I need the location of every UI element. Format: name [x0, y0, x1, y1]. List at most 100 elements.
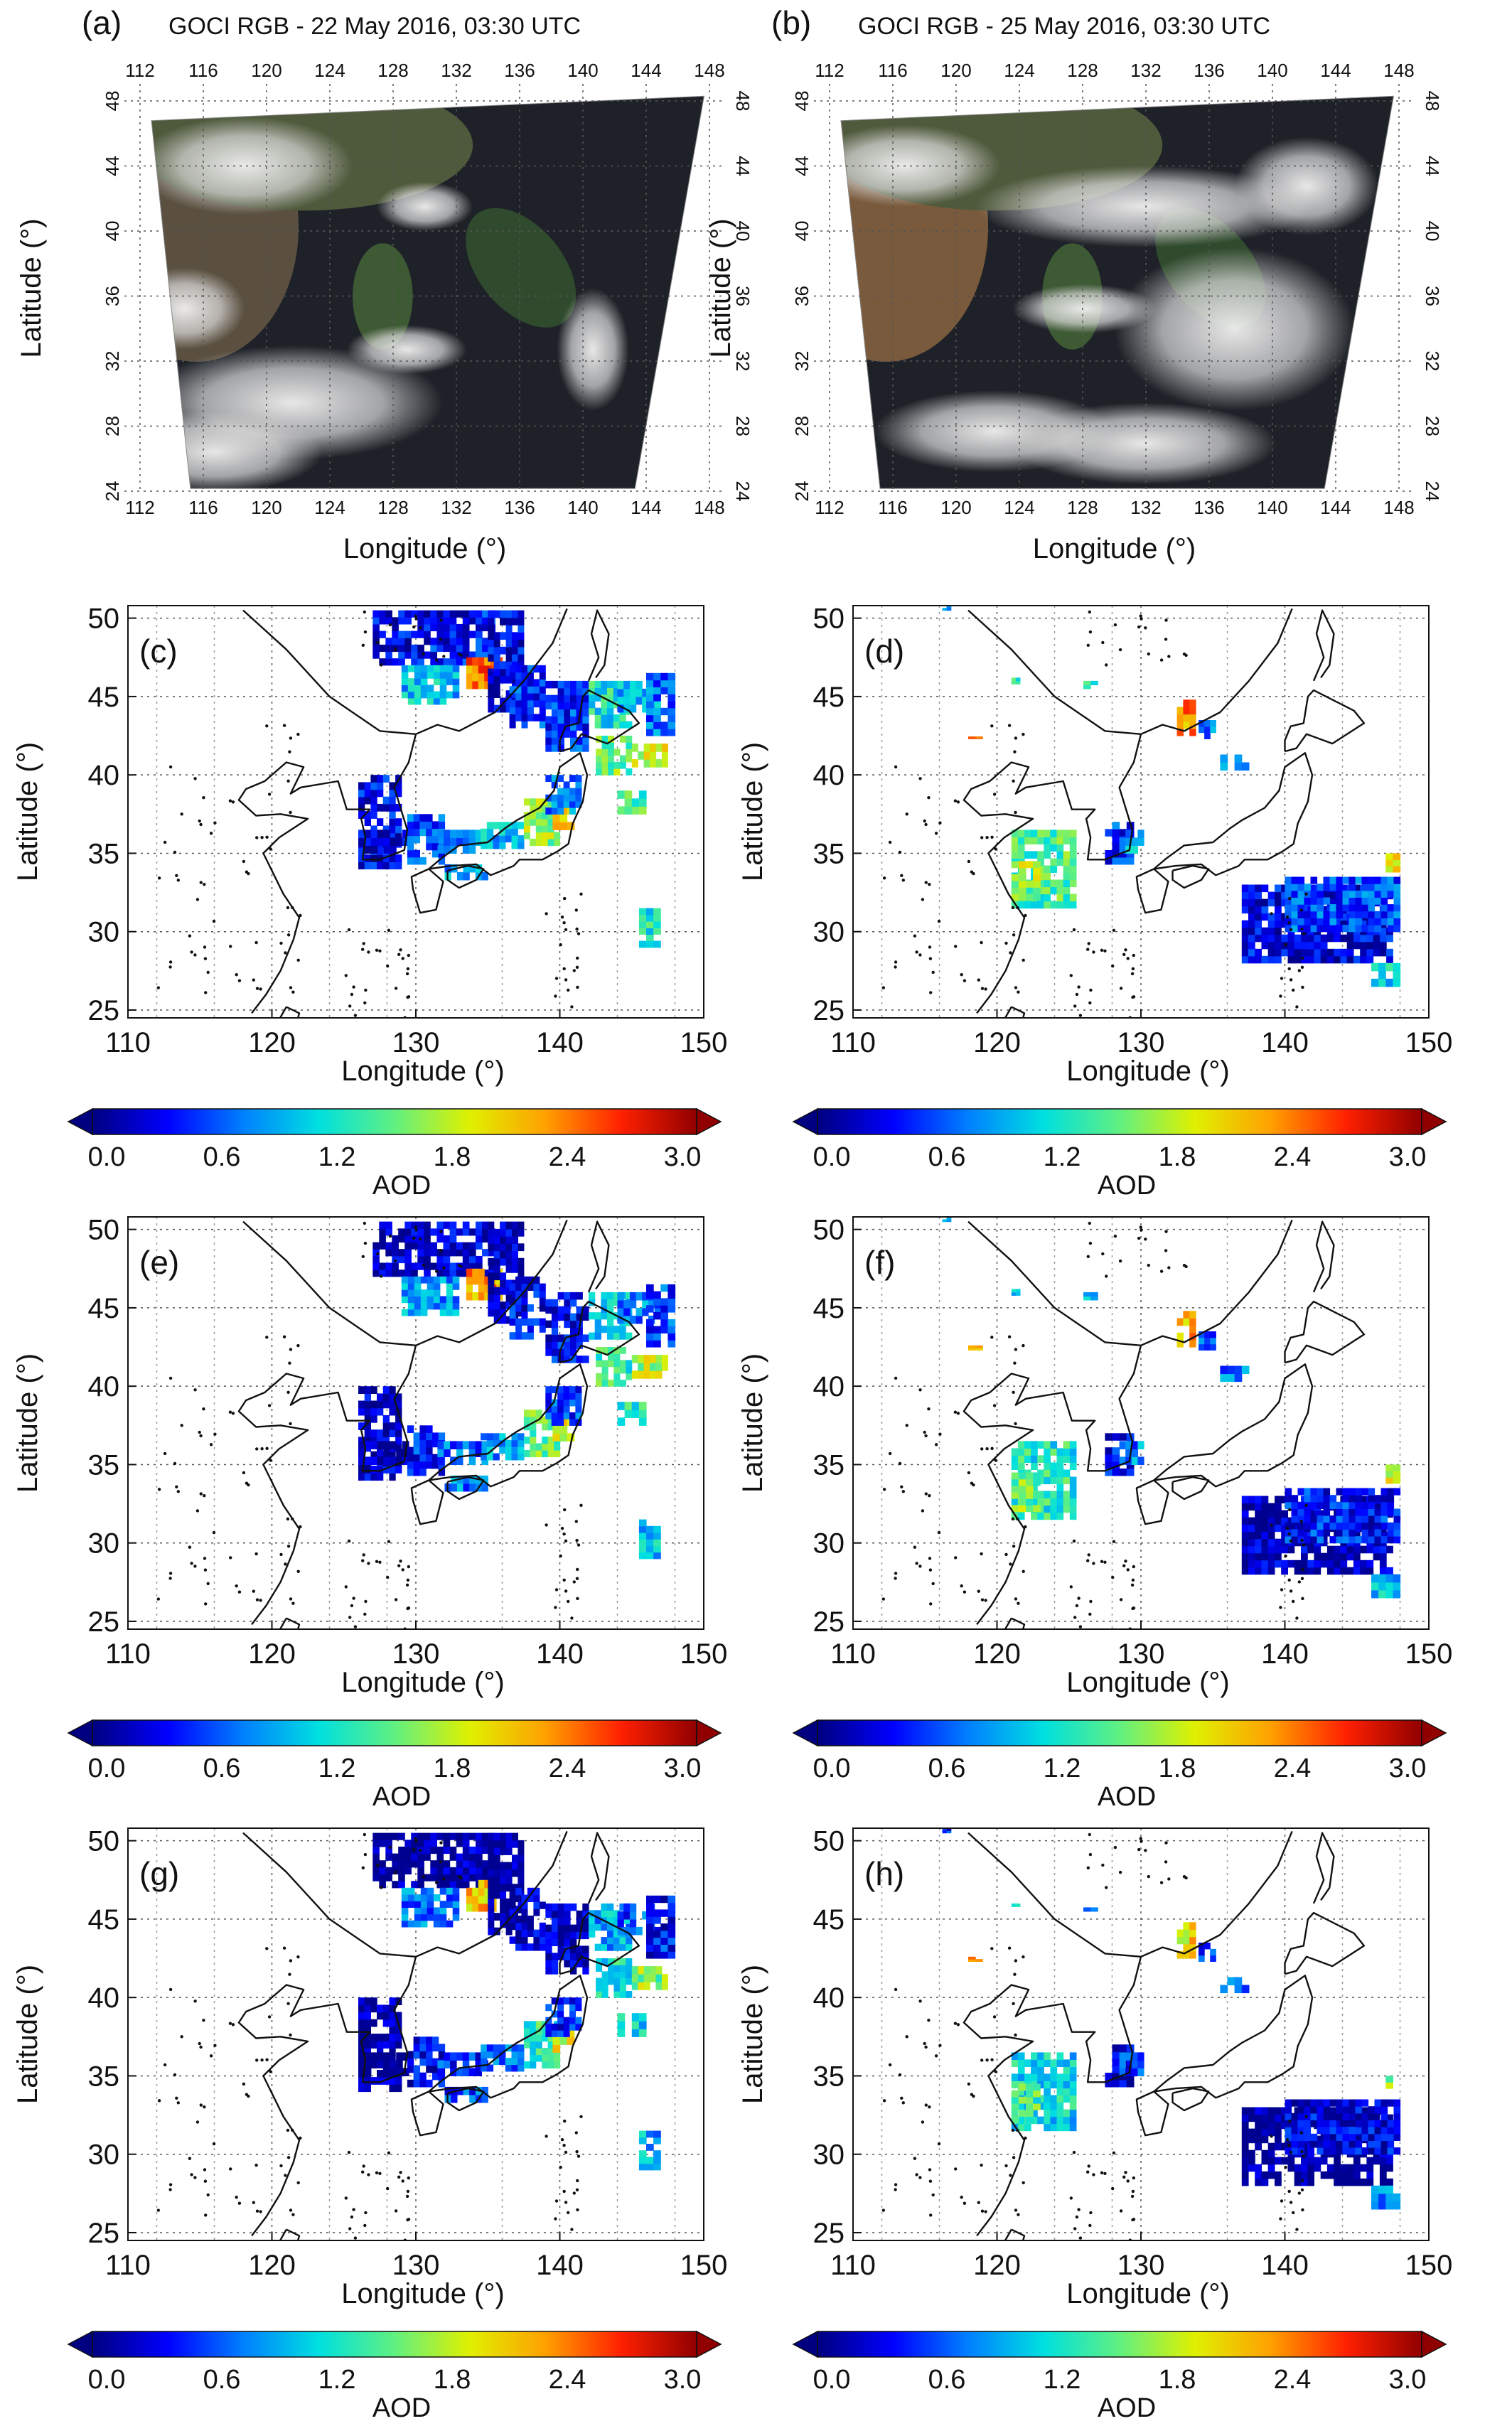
aod-pixel	[1044, 2116, 1051, 2125]
aod-pixel	[569, 1392, 576, 1400]
island	[228, 1410, 232, 1414]
aod-pixel	[449, 630, 457, 638]
aod-pixel	[1267, 1510, 1275, 1518]
aod-pixel	[427, 1296, 434, 1304]
aod-pixel	[377, 789, 384, 798]
aod-pixel	[1241, 2171, 1249, 2179]
aod-pixel	[398, 644, 405, 653]
island	[985, 2058, 989, 2062]
island	[378, 949, 382, 953]
island	[296, 2181, 300, 2184]
aod-pixel	[515, 1916, 522, 1923]
aod-pixel	[646, 1305, 654, 1313]
aod-pixel	[1373, 1503, 1380, 1511]
aod-pixel	[660, 1284, 668, 1292]
aod-pixel	[505, 704, 513, 713]
island	[237, 979, 242, 982]
aod-pixel	[439, 1276, 447, 1284]
island	[361, 1559, 365, 1562]
aod-pixel	[1031, 1441, 1038, 1449]
aod-pixel	[570, 694, 577, 703]
aod-pixel	[466, 1268, 473, 1277]
island	[387, 2151, 391, 2154]
aod-pixel	[379, 644, 386, 653]
aod-pixel	[557, 1348, 564, 1356]
aod-pixel	[1386, 2157, 1393, 2165]
aod-pixel	[1255, 955, 1262, 964]
aod-pixel	[1261, 2107, 1269, 2115]
island	[894, 1577, 897, 1580]
aod-pixel	[427, 1894, 434, 1901]
aod-pixel	[1310, 1501, 1318, 1509]
island	[954, 1556, 958, 1560]
aod-pixel	[468, 1832, 476, 1840]
aod-pixel	[401, 1309, 409, 1316]
island	[405, 2194, 409, 2199]
aod-pixel	[433, 672, 441, 679]
island	[1012, 2156, 1016, 2159]
aod-pixel	[1285, 890, 1292, 898]
aod-pixel	[1387, 2133, 1395, 2141]
colorbar-label: AOD	[372, 2393, 431, 2421]
colorbar-tick-label: 0.0	[88, 1142, 126, 1172]
aod-pixel	[1063, 2088, 1071, 2096]
aod-pixel	[1037, 837, 1044, 844]
island	[1086, 643, 1090, 647]
island	[296, 1569, 300, 1573]
aod-pixel	[1044, 2052, 1051, 2060]
aod-pixel	[521, 686, 528, 694]
aod-pixel	[636, 680, 643, 689]
aod-pixel	[488, 1257, 495, 1266]
island	[291, 990, 295, 994]
aod-pixel	[554, 839, 561, 847]
aod-pixel	[1291, 918, 1299, 925]
aod-pixel	[1329, 1495, 1337, 1503]
aod-pixel	[1281, 891, 1288, 900]
aod-pixel	[518, 1854, 525, 1863]
aod-pixel	[398, 638, 405, 645]
aod-pixel	[1267, 1524, 1275, 1532]
island	[1304, 1503, 1308, 1507]
aod-pixel	[411, 1221, 418, 1229]
island	[198, 1430, 201, 1434]
aod-pixel	[1248, 1560, 1255, 1568]
aod-pixel	[1255, 1552, 1262, 1561]
aod-pixel	[430, 644, 437, 653]
aod-pixel	[1275, 1552, 1282, 1561]
aod-pixel	[533, 1283, 540, 1291]
aod-pixel	[1342, 2140, 1350, 2148]
aod-pixel	[1183, 1922, 1190, 1930]
aod-pixel	[407, 1454, 414, 1462]
aod-pixel	[1317, 2113, 1324, 2120]
aod-pixel	[385, 1874, 392, 1881]
aod-pixel	[1275, 1503, 1282, 1511]
aod-pixel	[407, 821, 414, 830]
island	[173, 2073, 177, 2077]
aod-pixel	[646, 1545, 654, 1553]
aod-pixel	[383, 2068, 390, 2076]
y-tick-label-left: 32	[102, 351, 123, 372]
aod-pixel	[629, 688, 637, 697]
aod-pixel	[392, 1832, 399, 1840]
aod-pixel	[576, 1910, 583, 1918]
aod-pixel	[1371, 2201, 1379, 2210]
aod-pixel	[364, 2041, 371, 2049]
aod-pixel	[1393, 890, 1401, 898]
aod-pixel	[1011, 1448, 1019, 1456]
aod-pixel	[655, 1982, 663, 1990]
aod-pixel	[661, 1355, 668, 1363]
aod-pixel	[449, 1235, 457, 1243]
aod-pixel	[1360, 2178, 1367, 2186]
island	[361, 2170, 365, 2174]
x-tick-label-bottom: 124	[1004, 497, 1034, 518]
aod-pixel	[1044, 2102, 1051, 2110]
island	[252, 2201, 255, 2204]
island	[570, 2228, 574, 2231]
aod-pixel	[527, 1283, 534, 1291]
aod-pixel	[601, 1984, 608, 1992]
aod-pixel	[1355, 1495, 1363, 1503]
aod-pixel	[1131, 837, 1138, 846]
x-tick-label-bottom: 128	[377, 497, 408, 518]
aod-pixel	[653, 2157, 661, 2164]
aod-pixel	[1044, 2088, 1051, 2096]
